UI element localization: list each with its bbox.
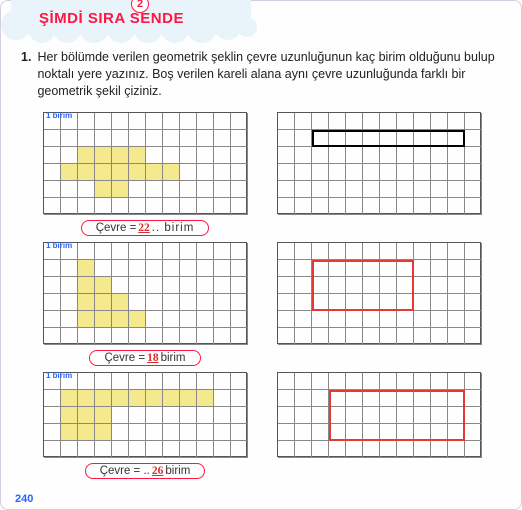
caption-prefix: Çevre = .. xyxy=(100,465,150,477)
grid-1-left: 1 birim xyxy=(43,112,247,214)
caption-answer: 18 xyxy=(147,352,159,364)
panel-2-right xyxy=(277,242,481,344)
caption-2: Çevre = 18 birim xyxy=(89,350,200,366)
grid-3-left: 1 birim xyxy=(43,372,247,457)
grid-3-right xyxy=(277,372,481,457)
caption-3: Çevre = .. 26 birim xyxy=(85,463,206,479)
caption-prefix: Çevre = xyxy=(104,352,145,364)
question-text: Her bölümde verilen geometrik şeklin çev… xyxy=(37,49,503,100)
exercise-row-3: 1 birim Çevre = .. 26 birim xyxy=(21,372,503,479)
panel-2-left: 1 birim Çevre = 18 birim xyxy=(43,242,247,366)
page-number: 240 xyxy=(15,493,33,505)
caption-prefix: Çevre = xyxy=(96,222,137,234)
question-block: 1. Her bölümde verilen geometrik şeklin … xyxy=(21,49,503,100)
panel-3-left: 1 birim Çevre = .. 26 birim xyxy=(43,372,247,479)
question-number: 1. xyxy=(21,49,31,100)
exercise-row-1: 1 birim Çevre = 22 .. birim xyxy=(21,112,503,236)
content-area: 1. Her bölümde verilen geometrik şeklin … xyxy=(1,1,521,479)
caption-suffix: .. birim xyxy=(152,222,195,234)
grid-2-right xyxy=(277,242,481,344)
grid-1-right xyxy=(277,112,481,214)
exercise-row-2: 1 birim Çevre = 18 birim xyxy=(21,242,503,366)
caption-answer: 22 xyxy=(138,222,150,234)
header-cloud: 2 ŞİMDİ SIRA SENDE xyxy=(11,0,251,35)
caption-1: Çevre = 22 .. birim xyxy=(81,220,210,236)
panel-1-right xyxy=(277,112,481,214)
panel-1-left: 1 birim Çevre = 22 .. birim xyxy=(43,112,247,236)
panel-3-right xyxy=(277,372,481,457)
caption-suffix: birim xyxy=(165,465,190,477)
caption-suffix: birim xyxy=(161,352,186,364)
caption-answer: 26 xyxy=(152,465,164,477)
grid-2-left: 1 birim xyxy=(43,242,247,344)
